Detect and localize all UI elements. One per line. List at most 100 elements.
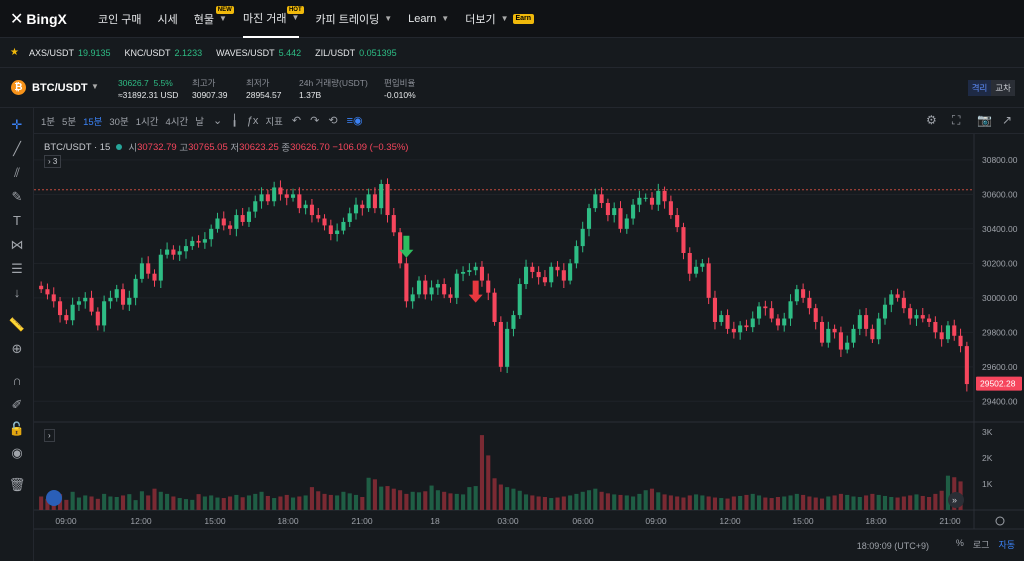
trend-line-icon[interactable]: ╱ <box>13 141 21 156</box>
candle-body <box>927 318 932 322</box>
nav-margin[interactable]: 마진 거래 HOT ▼ <box>242 0 304 38</box>
candle-body <box>681 227 686 253</box>
volume-bar <box>215 497 220 510</box>
volume-bar <box>209 495 214 510</box>
settings-icon[interactable]: ⚙ <box>926 113 937 127</box>
candle-type-icon[interactable]: ╽ <box>231 115 238 127</box>
parallel-lines-icon[interactable]: ⫽ <box>14 165 20 180</box>
ticker-item[interactable]: ZIL/USDT 0.051395 <box>315 48 397 58</box>
nav-more[interactable]: 더보기 ▼ Earn <box>465 0 535 38</box>
volume-bar <box>410 491 415 510</box>
trash-icon[interactable]: 🗑 <box>8 477 26 492</box>
chart-area[interactable]: 30800.00 30600.00 30400.00 30200.00 30000.00… <box>34 134 1024 561</box>
visibility-icon[interactable]: ≡◉ <box>346 115 363 127</box>
pattern-icon[interactable]: ⋈ <box>10 237 24 252</box>
log-toggle[interactable]: 로그 <box>972 540 990 550</box>
tf-1h[interactable]: 1시간 <box>135 116 159 128</box>
fullscreen-icon[interactable]: ⛶ <box>952 113 961 127</box>
candle-body <box>574 246 579 264</box>
buy-signal-arrow <box>399 235 414 258</box>
volume-bar <box>303 495 308 510</box>
volume-bar <box>555 497 560 510</box>
candle-body <box>202 239 207 243</box>
eye-icon[interactable]: ◉ <box>11 445 23 460</box>
nav-spot[interactable]: 현물 NEW ▼ <box>194 0 234 38</box>
chevron-down-icon[interactable]: ▼ <box>91 82 99 91</box>
chevron-down-icon[interactable]: ⌄ <box>212 115 223 127</box>
arrow-down-icon[interactable]: ↓ <box>13 285 21 300</box>
tf-4h[interactable]: 4시간 <box>165 116 189 128</box>
ticker-item[interactable]: AXS/USDT 19.9135 <box>29 48 111 58</box>
candle-body <box>410 294 415 302</box>
tf-day[interactable]: 날 <box>195 116 204 128</box>
nav-markets[interactable]: 시세 <box>158 0 178 38</box>
candle-body <box>221 218 226 226</box>
redo-icon[interactable]: ↷ <box>310 115 320 127</box>
unlock-icon[interactable]: 🔓 <box>8 421 26 436</box>
volume-bar <box>152 488 157 510</box>
low-value: 30623.25 <box>239 141 279 153</box>
star-icon[interactable]: ★ <box>10 47 19 58</box>
tf-1m[interactable]: 1분 <box>41 116 56 128</box>
timezone-clock[interactable]: 18:09:09 (UTC+9) <box>856 541 929 551</box>
bingx-logo[interactable]: ✕ BingX <box>10 9 82 29</box>
candle-body <box>712 297 718 322</box>
percent-toggle[interactable]: % <box>955 538 964 548</box>
volume-bar <box>108 496 113 510</box>
magnet-icon[interactable]: ∩ <box>12 373 22 388</box>
cross-button[interactable]: 교차 <box>991 80 1015 96</box>
brush-icon[interactable]: ✎ <box>11 189 23 204</box>
candle-body <box>561 270 566 281</box>
tf-30m[interactable]: 30분 <box>109 116 129 128</box>
time-tick-label: 18 <box>430 516 440 526</box>
nav-copy-trading[interactable]: 카피 트레이딩 ▼ <box>315 0 392 38</box>
ticker-price: 0.051395 <box>359 47 397 58</box>
tf-5m[interactable]: 5분 <box>62 116 77 128</box>
candle-body <box>473 266 478 271</box>
price-tick-label: 29600.00 <box>982 362 1018 372</box>
nav-learn[interactable]: Learn ▼ <box>408 0 449 38</box>
zoom-in-icon[interactable]: ⊕ <box>11 341 23 356</box>
camera-icon[interactable]: 📷 <box>977 113 992 127</box>
auto-toggle[interactable]: 자동 <box>998 540 1015 550</box>
volume-bar <box>813 497 818 510</box>
indicator-collapse-button[interactable]: › 3 <box>44 155 62 168</box>
time-tick-label: 06:00 <box>572 516 594 526</box>
candle-body <box>738 325 743 333</box>
volume-collapse-button[interactable]: › <box>44 429 55 442</box>
candle-body <box>259 194 264 202</box>
lock-drawing-icon[interactable]: ✐ <box>11 397 23 412</box>
text-icon[interactable]: T <box>13 213 21 228</box>
last-price-label: 29502.28 <box>980 379 1016 389</box>
candle-body <box>448 294 453 298</box>
ticker-item[interactable]: KNC/USDT 2.1233 <box>125 48 203 58</box>
price-tick-label: 29800.00 <box>982 327 1018 337</box>
crosshair-icon[interactable]: ✛ <box>11 117 23 132</box>
candle-body <box>586 208 592 229</box>
reset-icon[interactable]: ⟲ <box>328 115 338 127</box>
candle-body <box>807 297 812 309</box>
isolated-button[interactable]: 격리 <box>967 80 992 96</box>
volume-bar <box>945 475 951 510</box>
volume-bar <box>391 488 396 510</box>
indicator-button[interactable]: 지표 <box>265 116 283 128</box>
nav-label: 시세 <box>157 13 178 26</box>
volume-bar <box>127 494 132 510</box>
undo-icon[interactable]: ↶ <box>291 115 302 127</box>
volume-bar <box>297 496 302 510</box>
ticker-item[interactable]: WAVES/USDT 5.442 <box>216 48 301 58</box>
ruler-icon[interactable]: 📏 <box>8 317 26 332</box>
candle-body <box>643 197 648 199</box>
close-label: 종 <box>281 143 291 154</box>
indicator-count: 3 <box>52 157 58 166</box>
fib-icon[interactable]: ☰ <box>11 261 23 276</box>
candle-body <box>234 215 239 229</box>
price-chart[interactable]: 30800.00 30600.00 30400.00 30200.00 30000.00… <box>34 134 1024 561</box>
tf-15m[interactable]: 15분 <box>83 116 103 128</box>
pair-selector[interactable]: BTC/USDT <box>32 82 88 94</box>
share-icon[interactable]: ↗ <box>1002 113 1013 127</box>
indicator-icon[interactable]: ƒx <box>246 114 259 127</box>
volume-bar <box>284 494 289 510</box>
nav-buy-crypto[interactable]: 코인 구매 <box>98 0 142 38</box>
candle-body <box>215 218 220 229</box>
